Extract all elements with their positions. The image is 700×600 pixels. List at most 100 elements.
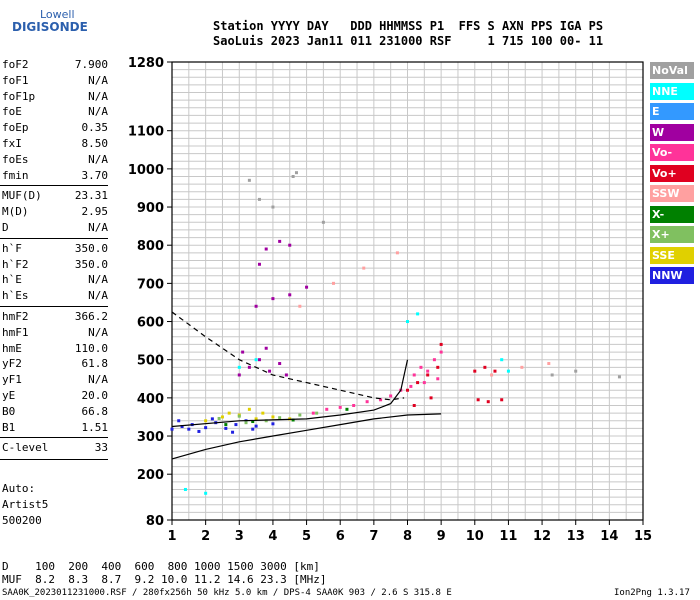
y-tick-label: 900 [137,201,164,216]
x-tick-label: 11 [499,529,517,544]
data-point [177,419,181,423]
param-row: h`E N/A [0,273,108,287]
param-row: foF1p N/A [0,90,108,104]
data-point [291,418,295,422]
param-value: N/A [88,373,108,387]
data-point [247,407,251,411]
data-point [617,375,621,379]
auto-label: Auto: [2,482,36,495]
legend-item: W [650,123,694,141]
param-value: N/A [88,273,108,287]
data-point [234,423,238,427]
data-point [291,175,295,178]
data-point [241,350,245,354]
data-point [325,407,329,411]
y-tick-label: 1100 [128,125,164,140]
data-point [345,407,349,411]
x-tick-label: 14 [600,529,618,544]
data-point [305,285,309,289]
param-row: fxI 8.50 [0,137,108,151]
x-tick-label: 6 [336,529,345,544]
auto-artist: Artist5 [2,498,49,511]
param-value: N/A [88,152,108,166]
legend-item: SSW [650,185,694,202]
x-tick-label: 8 [403,529,412,544]
param-value: 3.70 [81,168,109,182]
param-name: foF1 [2,73,29,87]
x-tick-label: 3 [235,529,244,544]
x-tick-label: 12 [533,529,551,544]
param-name: fmin [2,168,29,182]
param-name: yE [2,389,16,402]
y-tick-label: 80 [146,514,164,529]
data-point [268,369,272,373]
data-point [365,400,369,404]
param-row: foEp 0.35 [0,121,108,135]
x-tick-label: 13 [567,529,585,544]
data-point [432,358,436,362]
parameter-panel: foF2 7.900 foF1 N/A foF1p N/A foE N/A foEp 0.35 fx… [0,58,108,478]
footer-muf-row: MUF 8.2 8.3 8.7 9.2 10.0 11.2 14.6 23.3 … [2,573,327,586]
data-point [426,373,430,377]
data-point [419,365,423,369]
data-point [574,369,578,373]
param-name: foF1p [2,89,36,103]
param-value: 66.8 [81,404,109,418]
param-row: fmin 3.70 [0,169,108,183]
data-point [227,411,231,415]
param-value: 0.35 [81,121,109,135]
data-point [251,420,255,424]
param-name: D [2,221,9,234]
x-tick-label: 4 [268,529,277,544]
data-point [288,293,292,297]
legend-item: X+ [650,226,694,243]
legend-item: NoVal [650,62,694,79]
footer-file-line: SAA0K_2023011231000.RSF / 280fx256h 50 k… [2,588,452,598]
data-point [412,373,416,377]
param-row: yF1 N/A [0,373,108,387]
data-point [439,342,443,346]
data-point [247,365,251,369]
legend-item: Vo+ [650,164,694,182]
param-separator [0,306,108,307]
data-point [426,369,430,373]
data-point [422,381,426,385]
param-name: B1 [2,420,16,434]
data-point [362,266,366,270]
param-row: M(D) 2.95 [0,205,108,219]
param-separator [0,437,108,439]
param-name: M(D) [2,205,29,219]
param-value: 2.95 [81,205,109,219]
data-point [187,427,191,431]
param-value: 350.0 [74,241,108,255]
param-row: yE 20.0 [0,389,108,403]
logo-lowell: Lowell [40,8,75,21]
data-point [254,417,258,421]
data-point [254,304,258,308]
param-row: D N/A [0,221,108,235]
logo-digisonde: DIGISONDE [12,20,88,34]
legend-item: NNE [650,82,694,100]
profile-curve-dashed [171,311,405,401]
data-point [183,487,187,491]
data-point [416,381,420,385]
data-point [288,243,292,247]
data-point [251,427,255,431]
data-point [506,369,510,373]
param-row: MUF(D) 23.31 [0,189,108,203]
y-tick-label: 500 [137,354,164,369]
data-point [244,421,248,425]
param-row: hmF2 366.2 [0,310,108,324]
data-point [254,358,258,362]
data-point [406,388,409,392]
data-point [257,197,261,201]
data-point [204,426,208,430]
param-name: foE [2,105,22,119]
data-point [264,419,268,423]
param-name: h`F [2,241,22,255]
param-row: h`F2 350.0 [0,258,108,272]
param-name: hmF1 [2,325,29,339]
data-point [395,251,399,255]
data-point [278,362,282,366]
data-point [180,424,184,428]
